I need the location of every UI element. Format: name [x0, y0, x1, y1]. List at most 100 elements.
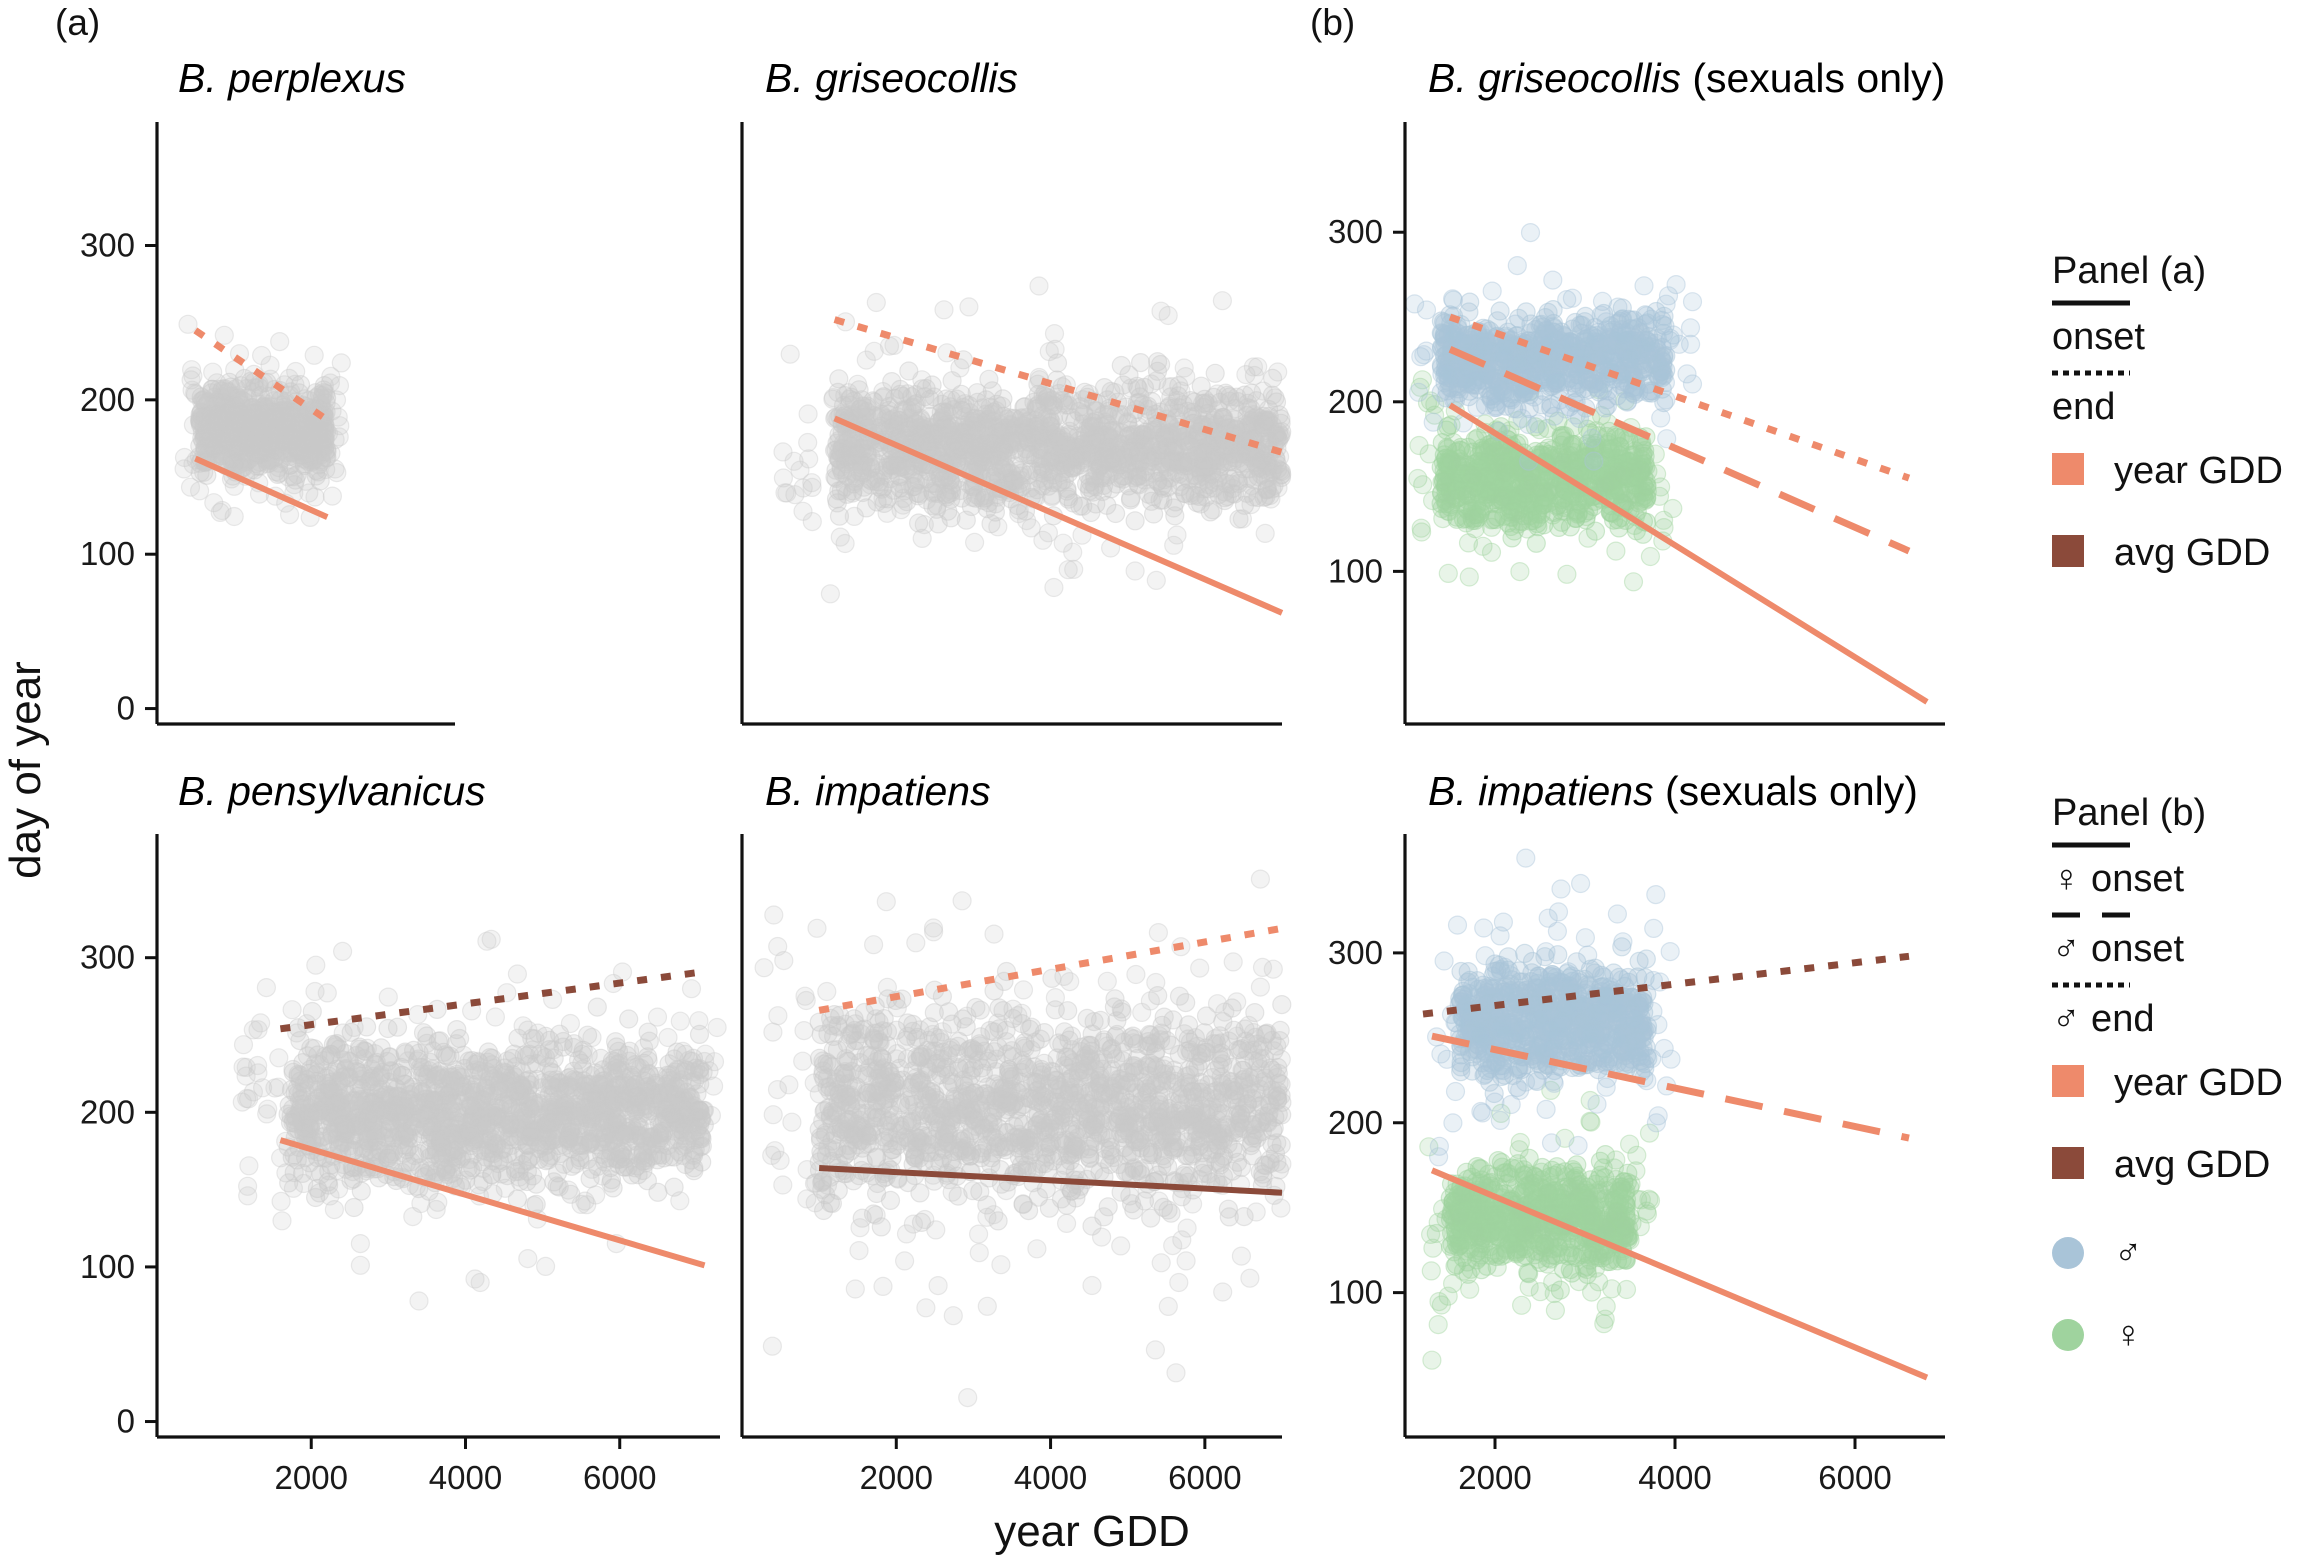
- data-point: [280, 505, 300, 525]
- data-point: [1128, 417, 1149, 437]
- data-point: [383, 1096, 403, 1116]
- data-point: [1010, 466, 1030, 486]
- data-point: [327, 1160, 347, 1181]
- data-point: [1141, 374, 1161, 394]
- data-point: [707, 1017, 727, 1038]
- data-point: [501, 1135, 521, 1156]
- data-point: [1044, 577, 1064, 598]
- data-point: [212, 500, 232, 521]
- data-point: [632, 1129, 652, 1149]
- x-tick-label: 2000: [275, 1459, 348, 1496]
- data-point: [982, 381, 1002, 401]
- data-point: [916, 490, 937, 510]
- data-point: [425, 1083, 445, 1103]
- data-point: [218, 381, 239, 401]
- data-point: [490, 1072, 510, 1092]
- data-point: [273, 400, 293, 420]
- y-tick-label: 100: [80, 1248, 135, 1285]
- data-point: [573, 1059, 593, 1079]
- data-point: [257, 1104, 277, 1124]
- data-point: [1178, 452, 1199, 472]
- data-point: [1105, 382, 1125, 403]
- data-point: [1040, 452, 1060, 472]
- x-tick-label: 6000: [583, 1459, 656, 1496]
- x-axis-label: year GDD: [994, 1507, 1190, 1556]
- data-point: [219, 396, 239, 417]
- data-point: [1241, 495, 1261, 515]
- data-point: [798, 432, 818, 453]
- data-point: [235, 452, 255, 472]
- data-point: [1191, 376, 1211, 396]
- x-tick-label: 4000: [429, 1459, 502, 1496]
- data-point: [229, 391, 250, 411]
- data-point: [977, 439, 997, 459]
- data-point: [681, 979, 702, 999]
- data-point: [535, 1256, 556, 1277]
- data-point: [684, 1161, 704, 1181]
- data-point: [254, 406, 274, 427]
- data-point: [222, 452, 242, 472]
- data-point: [283, 436, 303, 457]
- data-point: [280, 429, 300, 449]
- data-point: [253, 415, 273, 436]
- data-point: [315, 420, 335, 440]
- data-point: [884, 335, 904, 355]
- data-point: [621, 1145, 641, 1165]
- data-point: [586, 1185, 606, 1205]
- data-point: [1272, 994, 1292, 1015]
- data-point: [225, 423, 245, 444]
- data-point: [1227, 387, 1247, 407]
- y-tick-label: 0: [117, 1403, 135, 1440]
- data-point: [1035, 386, 1056, 406]
- data-point: [328, 407, 348, 427]
- data-point: [670, 1191, 690, 1211]
- data-point: [675, 1044, 696, 1064]
- data-point: [658, 1027, 678, 1048]
- point-cloud: [773, 276, 1292, 604]
- data-point: [431, 1143, 451, 1163]
- data-point: [962, 428, 982, 448]
- data-point: [239, 1089, 259, 1109]
- data-point: [320, 373, 340, 393]
- data-point: [350, 1233, 370, 1254]
- y-axis-label: day of year: [1, 661, 50, 879]
- data-point: [200, 409, 221, 429]
- data-point: [925, 424, 946, 444]
- data-point: [245, 402, 265, 423]
- data-point: [269, 458, 289, 478]
- data-point: [178, 314, 198, 334]
- data-point: [543, 1112, 563, 1132]
- data-point: [444, 1076, 464, 1096]
- y-tick-label: 0: [117, 690, 135, 727]
- data-point: [703, 1076, 724, 1096]
- data-point: [378, 987, 398, 1007]
- y-tick-label: 300: [80, 226, 135, 263]
- panel-tag-b: (b): [1310, 2, 1355, 43]
- data-point: [1147, 352, 1168, 372]
- data-point: [211, 391, 232, 411]
- data-point: [1029, 276, 1049, 296]
- data-point: [350, 1255, 370, 1275]
- data-point: [1152, 476, 1172, 496]
- data-point: [1143, 504, 1164, 524]
- data-point: [463, 1086, 484, 1106]
- data-point: [473, 1158, 493, 1179]
- data-point: [838, 383, 858, 403]
- data-point: [539, 1075, 560, 1095]
- data-point: [964, 532, 985, 553]
- data-point: [465, 1269, 485, 1289]
- data-point: [1215, 488, 1235, 508]
- data-point: [506, 1056, 526, 1077]
- panel-title-species: B. griseocollis: [765, 55, 1018, 101]
- data-point: [835, 533, 855, 554]
- data-point: [1167, 525, 1187, 545]
- data-point: [911, 410, 931, 430]
- data-point: [428, 1192, 448, 1212]
- data-point: [288, 1066, 308, 1087]
- data-point: [518, 1248, 538, 1269]
- data-point: [887, 407, 907, 427]
- data-point: [558, 1180, 579, 1200]
- panel-title-species: B. impatiens: [765, 768, 991, 814]
- data-point: [268, 1077, 288, 1097]
